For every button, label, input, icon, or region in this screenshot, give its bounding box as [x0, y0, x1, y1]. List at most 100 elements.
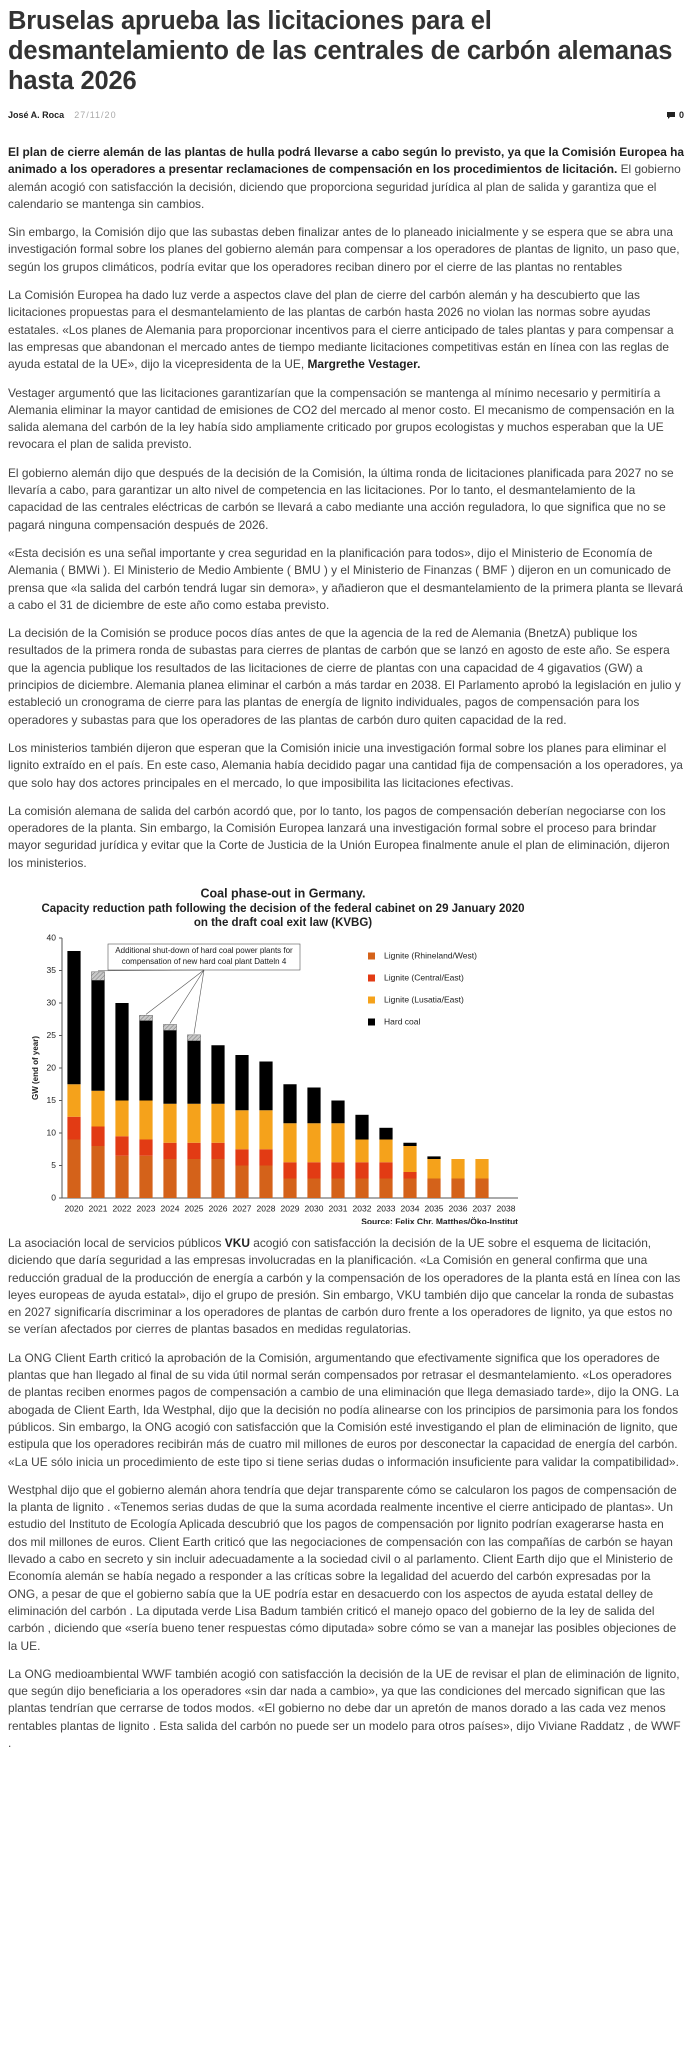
chart-title: Coal phase-out in Germany.	[200, 886, 365, 900]
bar-segment	[187, 1103, 201, 1143]
x-tick-label: 2033	[377, 1203, 396, 1213]
text-run: Vestager argumentó que las licitaciones …	[8, 385, 675, 452]
comments[interactable]: 0	[666, 110, 684, 120]
bar-segment	[235, 1110, 249, 1150]
x-tick-label: 2034	[401, 1203, 420, 1213]
bar-segment	[67, 1116, 81, 1140]
article-title: Bruselas aprueba las licitaciones para e…	[8, 7, 673, 95]
bar-segment	[307, 1123, 321, 1163]
bar-segment	[403, 1171, 417, 1179]
text-run: La comisión alemana de salida del carbón…	[8, 803, 670, 870]
annotation-pointer	[193, 969, 205, 1034]
bar-segment	[235, 1149, 249, 1166]
y-tick-label: 10	[47, 1127, 57, 1137]
text-run: La decisión de la Comisión se produce po…	[8, 626, 681, 727]
x-tick-label: 2035	[425, 1203, 444, 1213]
bar-segment	[163, 1158, 177, 1198]
annotation-pointer	[145, 969, 205, 1015]
bar-segment	[355, 1162, 369, 1179]
chart-subtitle: Capacity reduction path following the de…	[41, 903, 524, 915]
x-tick-label: 2023	[137, 1203, 156, 1213]
x-tick-label: 2030	[305, 1203, 324, 1213]
bar-segment	[451, 1158, 465, 1179]
text-run: El gobierno alemán dijo que después de l…	[8, 465, 674, 532]
x-tick-label: 2026	[209, 1203, 228, 1213]
bar-segment	[259, 1165, 273, 1198]
bar-segment	[283, 1123, 297, 1163]
x-tick-label: 2027	[233, 1203, 252, 1213]
text-run: La ONG medioambiental WWF también acogió…	[8, 1666, 681, 1750]
bar-segment	[283, 1084, 297, 1124]
bar-segment	[91, 1090, 105, 1127]
bar-segment	[307, 1162, 321, 1179]
bar-segment	[259, 1061, 273, 1111]
additional-segment	[91, 971, 105, 981]
y-tick-label: 5	[51, 1160, 56, 1170]
bold-text: VKU	[224, 1235, 250, 1250]
legend-label: Lignite (Central/East)	[384, 972, 464, 982]
x-tick-label: 2031	[329, 1203, 348, 1213]
bar-segment	[283, 1178, 297, 1198]
bar-segment	[355, 1178, 369, 1198]
bar-segment	[67, 1139, 81, 1198]
bar-segment	[187, 1142, 201, 1159]
x-tick-label: 2024	[161, 1203, 180, 1213]
x-tick-label: 2020	[65, 1203, 84, 1213]
paragraph: La Comisión Europea ha dado luz verde a …	[8, 287, 684, 373]
y-tick-label: 0	[51, 1192, 56, 1202]
bar-segment	[139, 1020, 153, 1101]
bar-segment	[211, 1142, 225, 1159]
paragraph: La decisión de la Comisión se produce po…	[8, 625, 684, 729]
bar-segment	[91, 1126, 105, 1146]
bar-segment	[451, 1178, 465, 1198]
bar-segment	[403, 1178, 417, 1198]
text-run: El gobierno alemán acogió con satisfacci…	[8, 162, 681, 211]
bar-segment	[211, 1045, 225, 1104]
additional-segment	[139, 1015, 153, 1021]
legend-label: Lignite (Lusatia/East)	[384, 994, 464, 1004]
bar-segment	[475, 1158, 489, 1179]
paragraph: La ONG Client Earth criticó la aprobació…	[8, 1350, 684, 1471]
annotation-pointer	[169, 969, 205, 1024]
legend-swatch	[368, 996, 375, 1004]
bar-segment	[355, 1114, 369, 1140]
x-tick-label: 2032	[353, 1203, 372, 1213]
y-tick-label: 20	[47, 1062, 57, 1072]
chart-subtitle: on the draft coal exit law (KVBG)	[194, 917, 372, 929]
annotation-pointer	[97, 969, 205, 972]
bar-segment	[187, 1158, 201, 1198]
annotation-text: compensation of new hard coal plant Datt…	[122, 957, 287, 966]
bar-segment	[379, 1162, 393, 1179]
text-run: acogió con satisfacción la decisión de l…	[8, 1235, 681, 1337]
comment-icon	[666, 111, 675, 119]
comment-count: 0	[678, 110, 684, 120]
legend-label: Lignite (Rhineland/West)	[384, 950, 477, 960]
bar-segment	[427, 1156, 441, 1159]
x-tick-label: 2038	[497, 1203, 516, 1213]
page-wrap: Bruselas aprueba las licitaciones para e…	[0, 6, 692, 1752]
paragraph: Sin embargo, la Comisión dijo que las su…	[8, 224, 684, 276]
paragraph: El plan de cierre alemán de las plantas …	[8, 144, 684, 213]
bar-segment	[307, 1087, 321, 1124]
bar-segment	[139, 1139, 153, 1156]
additional-segment	[163, 1024, 177, 1031]
text-run: Los ministerios también dijeron que espe…	[8, 740, 683, 790]
paragraph: La ONG medioambiental WWF también acogió…	[8, 1666, 684, 1752]
bar-segment	[403, 1145, 417, 1172]
bar-segment	[235, 1054, 249, 1111]
bar-segment	[139, 1155, 153, 1198]
y-tick-label: 30	[47, 997, 57, 1007]
legend-swatch	[368, 974, 375, 982]
bar-segment	[379, 1178, 393, 1198]
bar-segment	[259, 1110, 273, 1150]
bar-segment	[331, 1178, 345, 1198]
bar-segment	[91, 980, 105, 1091]
bar-segment	[379, 1127, 393, 1140]
bar-segment	[475, 1178, 489, 1198]
x-tick-label: 2029	[281, 1203, 300, 1213]
bar-segment	[379, 1139, 393, 1163]
bar-segment	[115, 1136, 129, 1156]
bar-segment	[139, 1100, 153, 1140]
author[interactable]: José A. Roca	[8, 110, 65, 120]
x-tick-label: 2021	[89, 1203, 108, 1213]
